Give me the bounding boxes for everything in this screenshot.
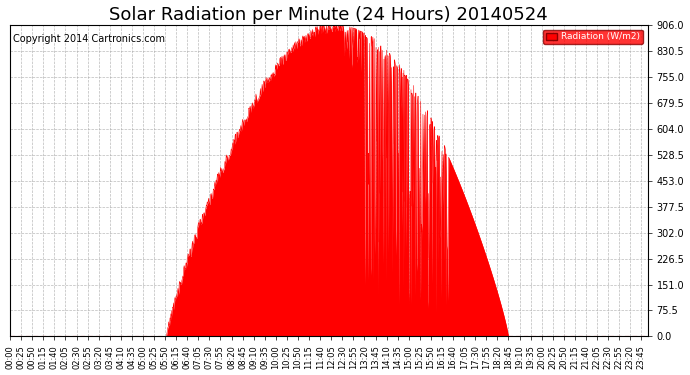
- Legend: Radiation (W/m2): Radiation (W/m2): [543, 30, 643, 44]
- Title: Solar Radiation per Minute (24 Hours) 20140524: Solar Radiation per Minute (24 Hours) 20…: [110, 6, 548, 24]
- Text: Copyright 2014 Cartronics.com: Copyright 2014 Cartronics.com: [13, 34, 165, 45]
